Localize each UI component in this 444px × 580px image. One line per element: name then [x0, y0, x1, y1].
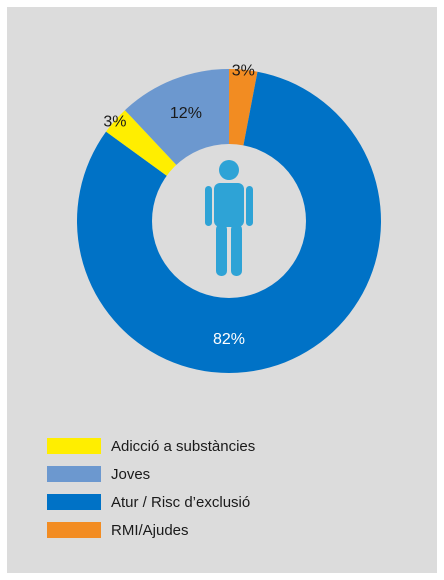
data-label-adiccio: 3% — [103, 113, 126, 130]
data-label-atur: 82% — [213, 331, 245, 348]
legend-swatch-adiccio — [47, 438, 101, 454]
legend-item-atur: Atur / Risc d’exclusió — [47, 488, 255, 516]
legend-item-rmi: RMI/Ajudes — [47, 516, 255, 544]
legend-item-joves: Joves — [47, 460, 255, 488]
data-label-rmi: 3% — [232, 63, 255, 80]
legend-swatch-joves — [47, 466, 101, 482]
legend-label-rmi: RMI/Ajudes — [111, 521, 189, 539]
legend-item-adiccio: Adicció a substàncies — [47, 432, 255, 460]
legend-label-atur: Atur / Risc d’exclusió — [111, 493, 251, 511]
legend: Adicció a substàncies Joves Atur / Risc … — [47, 432, 255, 544]
legend-swatch-rmi — [47, 522, 101, 538]
data-label-joves: 12% — [170, 105, 202, 122]
legend-swatch-atur — [47, 494, 101, 510]
legend-label-adiccio: Adicció a substàncies — [111, 437, 256, 455]
person-icon — [205, 160, 253, 276]
legend-label-joves: Joves — [111, 465, 151, 483]
